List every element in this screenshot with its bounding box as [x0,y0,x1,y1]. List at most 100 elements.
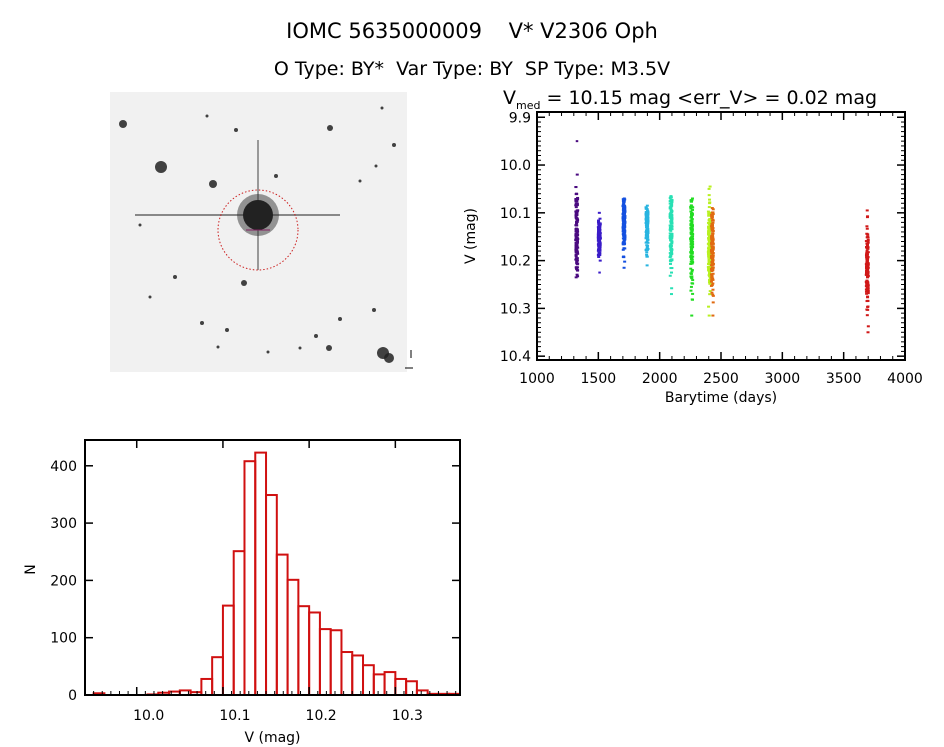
data-point [689,236,693,239]
x-tick-label: 10.0 [133,708,164,724]
data-point [575,257,579,260]
data-point [711,277,715,280]
plot-frame [536,111,906,361]
star [155,161,167,173]
data-point [597,240,601,243]
data-point [596,232,600,235]
data-point [707,225,711,228]
star [138,223,142,227]
data-point [689,200,693,203]
data-point [708,275,712,278]
data-point [668,262,672,265]
title-v: V [503,87,516,109]
data-point [710,207,714,210]
data-point [669,247,673,250]
data-point [865,225,869,228]
data-point [645,253,649,256]
data-point [575,243,579,246]
data-point [711,248,715,251]
data-point [668,206,672,209]
data-point [866,215,870,218]
y-tick-label: 300 [50,516,77,532]
data-point [669,238,673,241]
data-point [668,202,672,205]
data-point [668,213,672,216]
data-point [689,219,693,222]
data-point [708,271,712,274]
data-point [866,247,870,250]
x-axis-label: V (mag) [244,730,300,746]
data-point [670,224,674,227]
data-point [668,259,672,262]
data-point [710,213,714,216]
x-tick-label: 3000 [765,371,801,387]
data-point [576,230,580,233]
data-point [646,233,650,236]
data-point [865,244,869,247]
x-tick-label: 10.2 [306,708,337,724]
data-point [865,251,869,254]
data-point [576,252,580,255]
star [326,345,332,351]
data-cluster [644,204,650,267]
aperture-circle [217,189,299,271]
target-star [135,140,340,270]
data-point [669,293,673,296]
data-point [690,241,694,244]
title-subscript: med [516,99,540,112]
data-point [711,282,715,285]
data-point [623,231,627,234]
data-point [621,224,625,227]
data-point [622,219,626,222]
data-point [574,204,578,207]
star [372,308,376,312]
data-point [690,197,694,200]
data-point [689,251,693,254]
data-point [574,192,578,195]
data-point [669,211,673,214]
data-point [623,214,627,217]
data-point [575,221,579,224]
star [234,128,238,132]
data-point [623,207,627,210]
data-point [576,275,580,278]
data-point [689,199,693,202]
light-curve-plot: 1000 1500 2000 2500 3000 3500 4000 9.9 10.0 10.1 1… [463,87,923,406]
data-point [645,215,649,218]
data-point [596,254,600,257]
data-point [574,241,578,244]
data-point [866,257,870,260]
data-point [689,207,693,210]
data-point [668,228,672,231]
data-point [690,275,694,278]
histogram-bar [221,604,235,697]
data-point [707,314,711,317]
data-point [622,230,626,233]
star [327,125,333,131]
data-point [645,246,649,249]
data-point [709,280,713,283]
data-point [575,250,579,253]
star [338,317,342,321]
data-point [711,245,715,248]
data-point [598,233,602,236]
data-point [864,240,868,243]
data-point [711,294,715,297]
data-point [707,187,711,190]
data-point [597,246,601,249]
data-point [597,219,601,222]
star [209,180,217,188]
data-point [689,231,693,234]
data-point [623,236,627,239]
data-point [710,237,714,240]
data-point [690,314,694,317]
data-point [668,226,672,229]
star [358,179,362,183]
data-point [669,267,673,270]
data-point [670,213,674,216]
histogram-bar [286,578,300,697]
data-point [597,247,601,250]
data-point [865,242,869,245]
data-point [865,268,869,271]
